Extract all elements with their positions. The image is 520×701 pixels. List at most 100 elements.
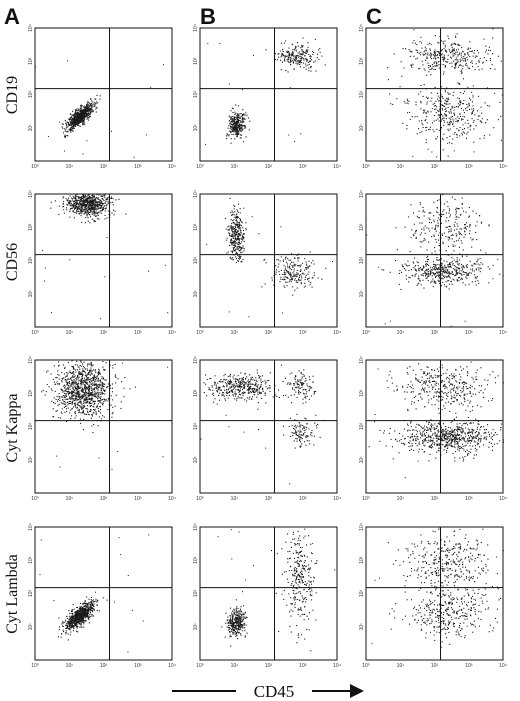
point [478,269,480,271]
point [243,117,245,119]
point [64,389,66,391]
point [229,197,231,199]
point [487,105,489,107]
point [420,268,422,270]
point [434,68,436,70]
x-tick-label: 10³ [134,496,142,502]
point [234,240,236,242]
point [402,265,404,267]
point [73,367,75,369]
point [93,208,95,210]
point [71,199,73,201]
point [431,64,433,66]
point [436,63,438,65]
point [435,267,437,269]
point [76,114,78,116]
point [81,114,83,116]
point [455,49,457,51]
point [432,286,434,288]
point [242,235,244,237]
point [97,379,99,381]
point [99,406,101,408]
point [438,275,440,277]
point [471,108,473,110]
point [83,109,85,111]
point [453,67,455,69]
point [284,274,286,276]
point [246,114,248,116]
point [62,402,64,404]
point [69,121,71,123]
point [111,383,113,385]
point [98,406,100,408]
point [95,379,97,381]
point [425,265,427,267]
point [423,240,425,242]
point [459,100,461,102]
point [426,126,428,128]
point [84,204,86,206]
point [459,113,461,115]
point [230,121,232,123]
point [80,200,82,202]
point [89,197,91,199]
point [451,65,453,67]
point [298,275,300,277]
point [72,375,74,377]
point [76,122,78,124]
point [446,217,448,219]
point [431,252,433,254]
point [461,103,463,105]
point [441,264,443,266]
point [403,67,405,69]
point [67,385,69,387]
point [414,275,416,277]
point [81,208,83,210]
point [415,237,417,239]
point [86,391,88,393]
point [74,113,76,115]
point [98,394,100,396]
point [79,114,81,116]
point [94,400,96,402]
point [462,68,464,70]
point [94,376,96,378]
point [233,237,235,239]
point [88,410,90,412]
point [291,277,293,279]
point [75,123,77,125]
point [71,366,73,368]
point [83,109,85,111]
point [455,63,457,65]
point [243,248,245,250]
point [93,412,95,414]
point [72,119,74,121]
point [448,124,450,126]
point [89,211,91,213]
point [63,205,65,207]
point [434,250,436,252]
point [430,273,432,275]
point [80,401,82,403]
point [284,56,286,58]
point [434,55,436,57]
point [75,196,77,198]
point [282,53,284,55]
point [452,123,454,125]
point [88,386,90,388]
point [93,383,95,385]
point [80,113,82,115]
point [85,198,87,200]
point [64,136,66,138]
point [437,279,439,281]
point [438,64,440,66]
point [95,411,97,413]
point [298,280,300,282]
point [492,53,494,55]
point [79,405,81,407]
point [499,101,501,103]
point [425,59,427,61]
point [433,68,435,70]
point [471,246,473,248]
point [438,272,440,274]
